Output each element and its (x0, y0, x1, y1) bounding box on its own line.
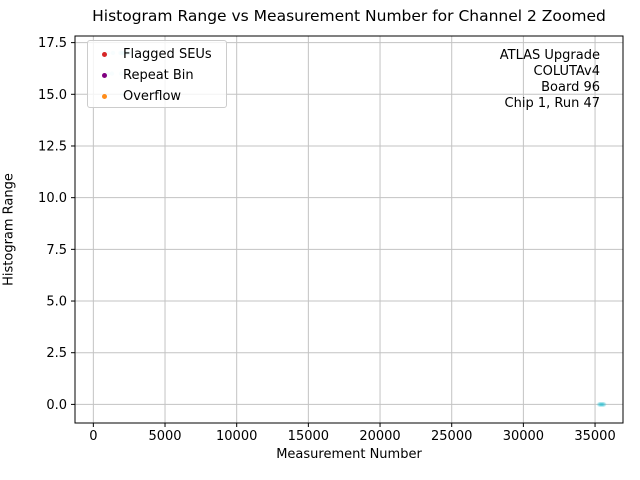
x-tick-label: 15000 (288, 429, 329, 444)
annotation-line: COLUTAv4 (533, 64, 600, 79)
data-point (599, 402, 605, 407)
annotation-line: Chip 1, Run 47 (504, 96, 600, 111)
y-tick-label: 7.5 (46, 243, 67, 258)
overflow-marker-icon (102, 94, 107, 99)
data-point (600, 402, 605, 407)
y-tick-label: 10.0 (38, 191, 67, 206)
y-axis-label: Histogram Range (1, 173, 17, 286)
legend-item-label: Flagged SEUs (123, 47, 212, 62)
flagged-seus-marker-icon (102, 52, 107, 57)
legend: Flagged SEUs Repeat Bin Overflow (87, 40, 227, 108)
legend-item-repeat-bin: Repeat Bin (88, 65, 226, 86)
y-tick-label: 5.0 (46, 295, 67, 310)
data-point (601, 402, 606, 407)
x-tick-label: 35000 (574, 429, 615, 444)
x-tick-label: 10000 (216, 429, 257, 444)
y-tick-label: 15.0 (38, 88, 67, 103)
legend-item-overflow: Overflow (88, 86, 226, 107)
x-axis-label: Measurement Number (276, 447, 422, 462)
data-point (598, 402, 603, 407)
data-point (602, 402, 607, 407)
chart-title: Histogram Range vs Measurement Number fo… (92, 7, 606, 25)
y-tick-label: 2.5 (46, 346, 67, 361)
x-tick-label: 0 (89, 429, 97, 444)
plot-annotation: ATLAS Upgrade COLUTAv4 Board 96 Chip 1, … (500, 48, 600, 112)
annotation-line: ATLAS Upgrade (499, 48, 600, 63)
x-tick-label: 20000 (359, 429, 400, 444)
annotation-line: Board 96 (541, 80, 600, 95)
data-point (598, 402, 603, 407)
y-tick-label: 12.5 (38, 139, 67, 154)
data-point (600, 402, 606, 407)
y-tick-label: 17.5 (38, 36, 67, 51)
legend-item-label: Overflow (123, 89, 182, 104)
x-tick-label: 30000 (503, 429, 544, 444)
repeat-bin-marker-icon (102, 73, 107, 78)
x-tick-label: 5000 (148, 429, 181, 444)
data-point (599, 402, 604, 407)
y-tick-label: 0.0 (46, 398, 67, 413)
data-point (597, 402, 602, 407)
data-point (596, 402, 602, 407)
legend-item-flagged-seus: Flagged SEUs (88, 44, 226, 65)
x-tick-label: 25000 (431, 429, 472, 444)
legend-item-label: Repeat Bin (123, 68, 194, 83)
axes-spines (74, 35, 624, 424)
